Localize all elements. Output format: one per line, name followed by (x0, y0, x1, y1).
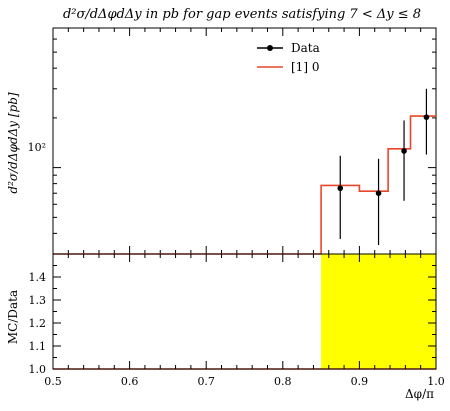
mc-layer (53, 115, 436, 255)
main-panel: 10² d²σ/dΔφdΔy [pb] Data [1] 0 (6, 27, 437, 255)
main-y-axis-label: d²σ/dΔφdΔy [pb] (6, 92, 20, 193)
data-point (375, 190, 382, 197)
ratio-ticks: 0.5 0.6 0.7 0.8 0.9 1.0 1.0 1.1 1.2 1.3 1.4 (29, 253, 445, 388)
mc-step-line (53, 115, 436, 255)
ratio-xtick-label: 0.9 (351, 375, 369, 388)
main-ticks (52, 28, 437, 254)
main-ytick-label: 10² (28, 141, 46, 154)
ratio-y-axis-label: MC/Data (6, 290, 20, 344)
ratio-xtick-label: 0.5 (44, 375, 62, 388)
data-point (423, 114, 430, 120)
chart-title: d²σ/dΔφdΔy in pb for gap events satisfyi… (63, 7, 421, 22)
ratio-xtick-label: 0.7 (197, 375, 215, 388)
ratio-xtick-label: 1.0 (427, 375, 445, 388)
data-layer (337, 88, 430, 246)
ratio-x-axis-label: Δφ/π (405, 387, 434, 401)
ratio-uncertainty-band (321, 254, 436, 369)
data-point (401, 148, 407, 154)
legend-mc-label: [1] 0 (291, 60, 319, 74)
ratio-panel: 0.5 0.6 0.7 0.8 0.9 1.0 1.0 1.1 1.2 1.3 1.4 MC/Dat… (6, 253, 445, 401)
ratio-xtick-label: 0.8 (274, 375, 292, 388)
data-point (337, 185, 344, 192)
ratio-ytick-label: 1.2 (29, 317, 47, 330)
legend-data-label: Data (291, 41, 320, 55)
ratio-xtick-label: 0.6 (121, 375, 139, 388)
legend-data-marker-dot (267, 45, 273, 51)
ratio-ytick-label: 1.1 (29, 340, 47, 353)
ratio-ytick-label: 1.3 (29, 294, 47, 307)
legend: Data [1] 0 (257, 41, 320, 74)
ratio-band-layer (321, 254, 436, 369)
ratio-ytick-label: 1.4 (29, 271, 47, 284)
ratio-ytick-label: 1.0 (29, 363, 47, 376)
